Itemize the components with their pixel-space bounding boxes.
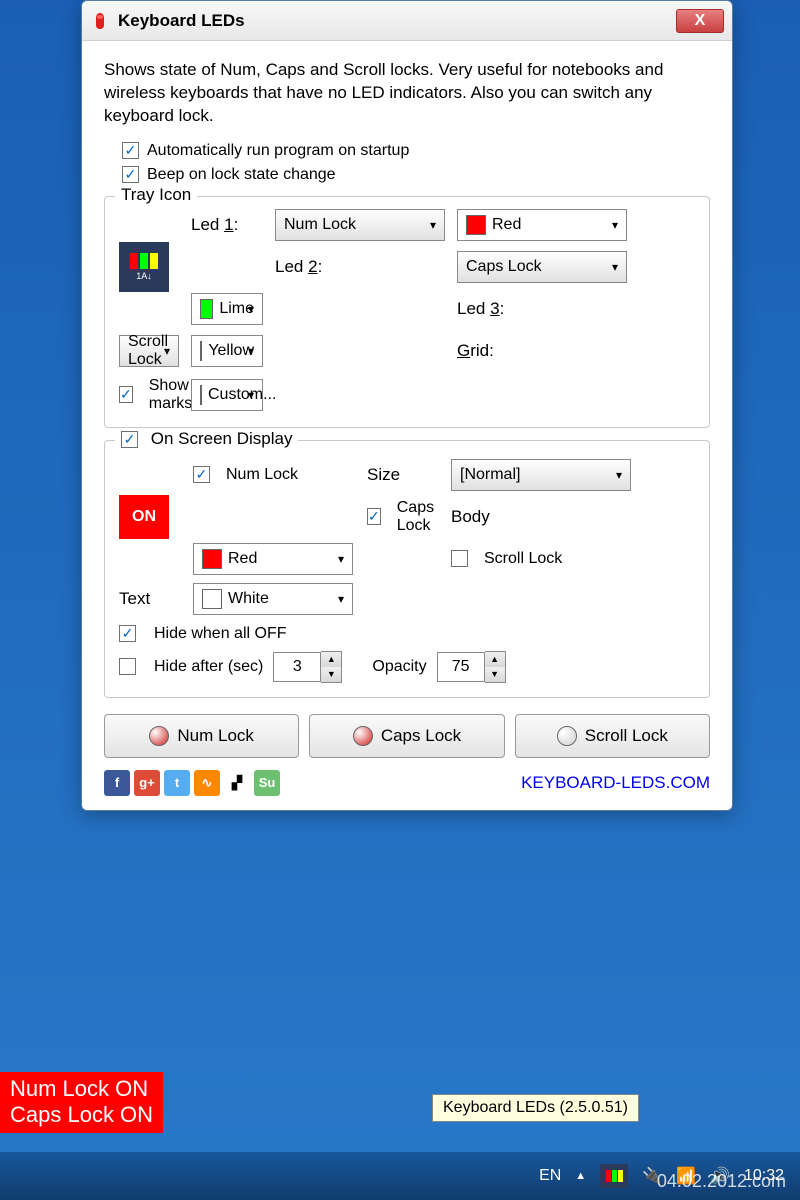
- lock-buttons-row: Num LockCaps LockScroll Lock: [104, 714, 710, 758]
- osd-line2: Caps Lock ON: [10, 1102, 153, 1128]
- num-lock-button[interactable]: Num Lock: [104, 714, 299, 758]
- osd-scroll-lock-checkbox[interactable]: [451, 550, 468, 567]
- app-window: Keyboard LEDs X Shows state of Num, Caps…: [81, 0, 733, 811]
- osd-body-dropdown[interactable]: Red: [193, 543, 353, 575]
- twitter-icon[interactable]: t: [164, 770, 190, 796]
- osd-num-lock-checkbox[interactable]: [193, 466, 210, 483]
- delicious-icon[interactable]: ▞: [224, 770, 250, 796]
- osd-preview: ON: [119, 495, 169, 539]
- language-indicator[interactable]: EN: [539, 1167, 561, 1185]
- osd-size-dropdown[interactable]: [Normal]: [451, 459, 631, 491]
- app-icon: [90, 11, 110, 31]
- beep-label: Beep on lock state change: [147, 166, 336, 184]
- led-1-lock-dropdown[interactable]: Num Lock: [275, 209, 445, 241]
- hide-all-off-label: Hide when all OFF: [154, 625, 287, 643]
- website-link[interactable]: KEYBOARD-LEDS.COM: [521, 773, 710, 793]
- rss-icon[interactable]: ∿: [194, 770, 220, 796]
- osd-legend-text: On Screen Display: [151, 429, 293, 448]
- osd-enable-checkbox[interactable]: [121, 431, 138, 448]
- hide-after-label: Hide after (sec): [154, 658, 263, 676]
- opacity-down[interactable]: ▼: [485, 667, 505, 682]
- facebook-icon[interactable]: f: [104, 770, 130, 796]
- hide-after-spinner[interactable]: ▲ ▼: [273, 651, 342, 683]
- opacity-label: Opacity: [372, 658, 426, 676]
- led-3-label: Led 3:: [457, 299, 627, 319]
- tray-tooltip: Keyboard LEDs (2.5.0.51): [432, 1094, 639, 1122]
- osd-size-label: Size: [367, 465, 437, 485]
- osd-hide-after-row: Hide after (sec) ▲ ▼ Opacity ▲ ▼: [119, 651, 695, 683]
- led-2-label: Led 2:: [275, 257, 445, 277]
- description-text: Shows state of Num, Caps and Scroll lock…: [104, 59, 710, 128]
- led-2-lock-dropdown[interactable]: Caps Lock: [457, 251, 627, 283]
- autostart-row: Automatically run program on startup: [122, 142, 710, 160]
- osd-caps-lock-checkbox[interactable]: [367, 508, 381, 525]
- tray-icon-fieldset: Tray Icon 1A↓Led 1:Num LockRedLed 2:Caps…: [104, 196, 710, 428]
- social-icons: fg+t∿▞Su: [104, 770, 280, 796]
- tray-icon-preview: 1A↓: [119, 242, 169, 292]
- osd-fieldset: On Screen Display ONNum LockSize[Normal]…: [104, 440, 710, 698]
- titlebar[interactable]: Keyboard LEDs X: [82, 1, 732, 41]
- window-content: Shows state of Num, Caps and Scroll lock…: [82, 41, 732, 810]
- hide-after-checkbox[interactable]: [119, 658, 136, 675]
- show-marks-label: Show marks: [149, 377, 193, 413]
- led-2-color-dropdown[interactable]: Lime: [191, 293, 263, 325]
- scroll-lock-button[interactable]: Scroll Lock: [515, 714, 710, 758]
- led-1-label: Led 1:: [191, 215, 263, 235]
- opacity-input[interactable]: [437, 652, 485, 682]
- stumbleupon-icon[interactable]: Su: [254, 770, 280, 796]
- led-dot-icon: [353, 726, 373, 746]
- autostart-checkbox[interactable]: [122, 142, 139, 159]
- led-dot-icon: [557, 726, 577, 746]
- grid-color-dropdown[interactable]: Custom...: [191, 379, 263, 411]
- window-title: Keyboard LEDs: [118, 11, 676, 31]
- tray-arrow-icon[interactable]: ▲: [575, 1170, 586, 1182]
- osd-text-label: Text: [119, 589, 179, 609]
- osd-body-label: Body: [451, 507, 631, 527]
- led-1-color-dropdown[interactable]: Red: [457, 209, 627, 241]
- footer: fg+t∿▞Su KEYBOARD-LEDS.COM: [104, 770, 710, 796]
- autostart-label: Automatically run program on startup: [147, 142, 409, 160]
- hide-all-off-checkbox[interactable]: [119, 625, 136, 642]
- tray-legend: Tray Icon: [115, 185, 197, 205]
- osd-hide-row: Hide when all OFF: [119, 625, 695, 643]
- grid-label: Grid:: [457, 341, 627, 361]
- tray-app-icon[interactable]: [600, 1164, 628, 1188]
- led-3-color-dropdown[interactable]: Yellow: [191, 335, 263, 367]
- osd-overlay: Num Lock ON Caps Lock ON: [0, 1072, 163, 1133]
- osd-legend: On Screen Display: [115, 429, 298, 449]
- hide-after-down[interactable]: ▼: [321, 667, 341, 682]
- hide-after-input[interactable]: [273, 652, 321, 682]
- led-3-lock-dropdown[interactable]: Scroll Lock: [119, 335, 179, 367]
- caps-lock-button[interactable]: Caps Lock: [309, 714, 504, 758]
- watermark: 04.02.2012.com: [657, 1171, 786, 1192]
- led-dot-icon: [149, 726, 169, 746]
- beep-row: Beep on lock state change: [122, 166, 710, 184]
- osd-line1: Num Lock ON: [10, 1076, 153, 1102]
- show-marks-checkbox[interactable]: [119, 386, 133, 403]
- hide-after-up[interactable]: ▲: [321, 652, 341, 667]
- google-plus-icon[interactable]: g+: [134, 770, 160, 796]
- beep-checkbox[interactable]: [122, 166, 139, 183]
- opacity-spinner[interactable]: ▲ ▼: [437, 651, 506, 683]
- osd-text-dropdown[interactable]: White: [193, 583, 353, 615]
- close-button[interactable]: X: [676, 9, 724, 33]
- opacity-up[interactable]: ▲: [485, 652, 505, 667]
